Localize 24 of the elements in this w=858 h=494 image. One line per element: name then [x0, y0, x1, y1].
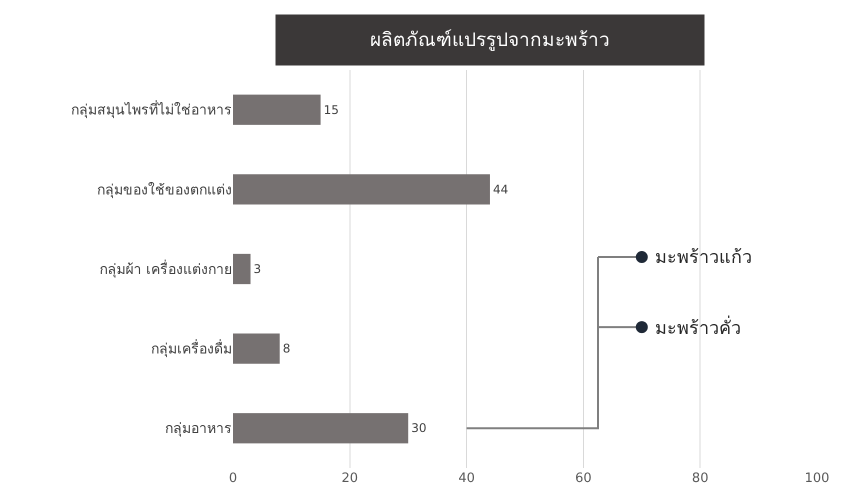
- bar: [233, 413, 408, 444]
- annotation: มะพร้าวคั่ว: [655, 315, 741, 339]
- data-label: 44: [492, 182, 508, 196]
- data-label: 3: [254, 262, 262, 276]
- bar: [233, 174, 490, 205]
- y-tick-label: กลุ่มอาหาร: [165, 421, 232, 438]
- y-tick-label: กลุ่มผ้า เครื่องแต่งกาย: [100, 260, 232, 278]
- y-tick-label: กลุ่มสมุนไพรที่ไม่ใช่อาหาร: [71, 100, 232, 119]
- bar: [233, 94, 321, 125]
- x-tick-label: 20: [342, 471, 358, 486]
- x-tick-label: 40: [458, 471, 475, 486]
- bar: [233, 333, 280, 364]
- y-tick-label: กลุ่มเครื่องดื่ม: [151, 340, 232, 358]
- y-tick-label: กลุ่มของใช้ของตกแต่ง: [97, 181, 232, 198]
- x-tick-label: 0: [228, 471, 238, 486]
- x-tick-label: 80: [692, 471, 708, 486]
- data-label: 8: [282, 342, 290, 356]
- data-label: 30: [411, 421, 426, 436]
- bar: [233, 254, 251, 284]
- chart-title: ผลิตภัณฑ์แปรรูปจากมะพร้าว: [370, 29, 610, 51]
- x-tick-label: 60: [575, 471, 592, 486]
- x-tick-label: 100: [804, 471, 830, 486]
- annotation: มะพร้าวแก้ว: [655, 247, 752, 268]
- data-label: 15: [324, 102, 339, 117]
